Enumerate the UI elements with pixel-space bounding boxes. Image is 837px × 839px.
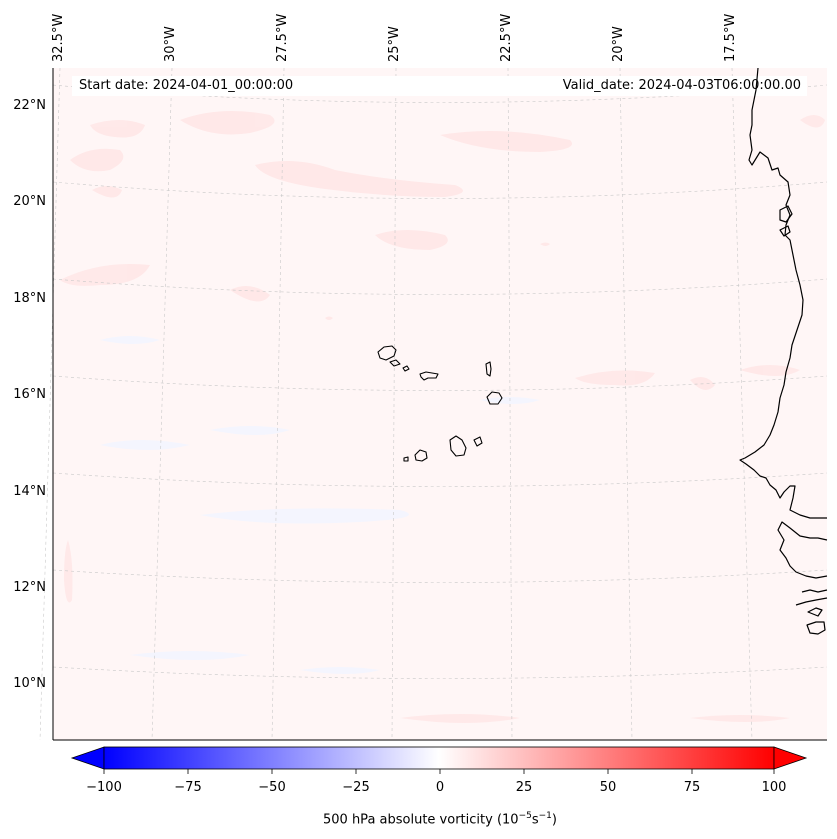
colorbar-tick-label: 0 — [435, 780, 445, 795]
vorticity-field-negative — [100, 336, 540, 674]
colorbar-extend-low — [70, 746, 105, 770]
colorbar-tick-label: −100 — [86, 780, 122, 795]
colorbar-body — [103, 746, 775, 770]
colorbar-label-exp1: −5 — [518, 811, 532, 821]
lon-label: 20°W — [611, 26, 626, 62]
colorbar-extend-high — [773, 746, 808, 770]
colorbar-tick-label: −50 — [258, 780, 286, 795]
colorbar — [70, 746, 808, 774]
colorbar-tick-label: 100 — [761, 780, 787, 795]
lon-label: 32.5°W — [51, 13, 66, 62]
colorbar-tick-label: 75 — [683, 780, 701, 795]
lat-label: 16°N — [13, 387, 46, 402]
colorbar-label-end: ) — [551, 812, 557, 828]
lon-label: 30°W — [163, 26, 178, 62]
colorbar-label-unit: s — [531, 812, 539, 828]
lat-label: 14°N — [13, 484, 46, 499]
lat-label: 18°N — [13, 291, 46, 306]
cape-verde-islands — [377, 345, 503, 462]
colorbar-tick-label: −75 — [174, 780, 202, 795]
lat-label: 20°N — [13, 194, 46, 209]
colorbar-label: 500 hPa absolute vorticity (10−5s−1) — [0, 809, 837, 827]
vorticity-field — [60, 111, 825, 723]
colorbar-tick-label: 50 — [599, 780, 617, 795]
coastline — [739, 67, 828, 635]
lon-label: 17.5°W — [723, 13, 738, 62]
colorbar-tick-label: −25 — [342, 780, 370, 795]
lat-label: 10°N — [13, 676, 46, 691]
lat-label: 22°N — [13, 98, 46, 113]
colorbar-label-text: 500 hPa absolute vorticity (10 — [323, 812, 519, 828]
colorbar-label-exp2: −1 — [538, 811, 552, 821]
map-panel — [53, 68, 827, 740]
date-banner — [72, 76, 807, 96]
lat-label: 12°N — [13, 580, 46, 595]
valid-date-label: Valid_date: 2024-04-03T06:00:00.00 — [562, 78, 801, 93]
lon-label: 27.5°W — [275, 13, 290, 62]
start-date-label: Start date: 2024-04-01_00:00:00 — [79, 78, 294, 93]
lon-label: 22.5°W — [499, 13, 514, 62]
colorbar-tick-label: 25 — [515, 780, 533, 795]
lon-label: 25°W — [387, 26, 402, 62]
